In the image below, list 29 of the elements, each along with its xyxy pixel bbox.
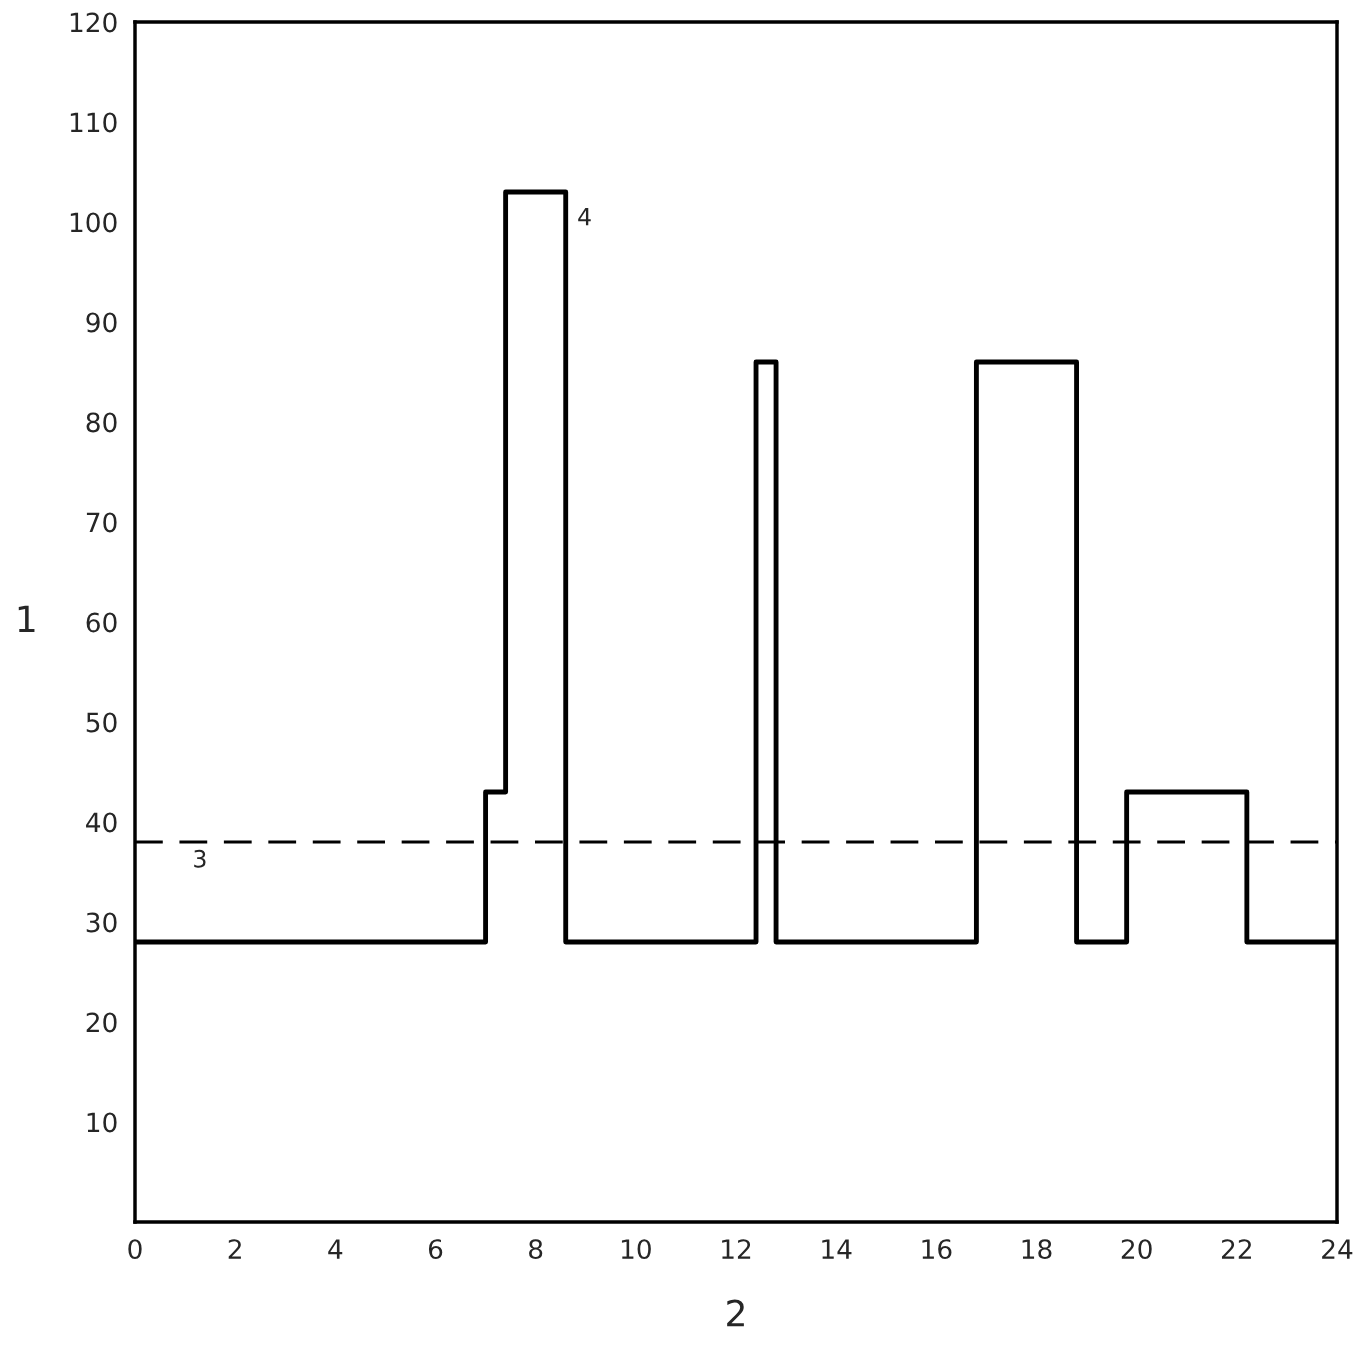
annotation: 3 <box>194 849 206 868</box>
annotation: 4 <box>578 208 591 226</box>
y-tick-label: 80 <box>86 412 117 433</box>
x-tick-label: 0 <box>128 1239 142 1260</box>
x-tick-label: 2 <box>228 1239 241 1259</box>
y-tick-label: 30 <box>86 912 117 933</box>
x-tick-label: 14 <box>822 1239 852 1259</box>
y-tick-label: 90 <box>86 312 117 333</box>
y-tick-label: 50 <box>86 712 117 733</box>
x-tick-label: 8 <box>529 1239 543 1260</box>
x-tick-label: 16 <box>922 1239 952 1260</box>
y-tick-label: 110 <box>70 112 117 133</box>
x-tick-label: 22 <box>1221 1239 1251 1259</box>
x-tick-label: 6 <box>428 1239 443 1260</box>
x-tick-label: 24 <box>1322 1239 1353 1259</box>
y-tick-label: 100 <box>70 212 117 233</box>
y-tick-label: 40 <box>86 812 117 833</box>
x-tick-label: 4 <box>328 1239 343 1259</box>
y-tick-label: 20 <box>86 1012 117 1033</box>
x-tick-label: 20 <box>1121 1239 1152 1260</box>
y-tick-label: 120 <box>70 12 117 33</box>
x-tick-label: 10 <box>621 1239 651 1260</box>
x-axis-title: 2 <box>727 1299 744 1327</box>
y-axis-title: 1 <box>18 605 35 632</box>
y-tick-label: 70 <box>86 512 117 533</box>
x-tick-label: 18 <box>1022 1239 1052 1260</box>
y-tick-label: 10 <box>87 1112 117 1133</box>
y-tick-label: 60 <box>86 612 117 633</box>
x-tick-label: 12 <box>722 1239 751 1259</box>
